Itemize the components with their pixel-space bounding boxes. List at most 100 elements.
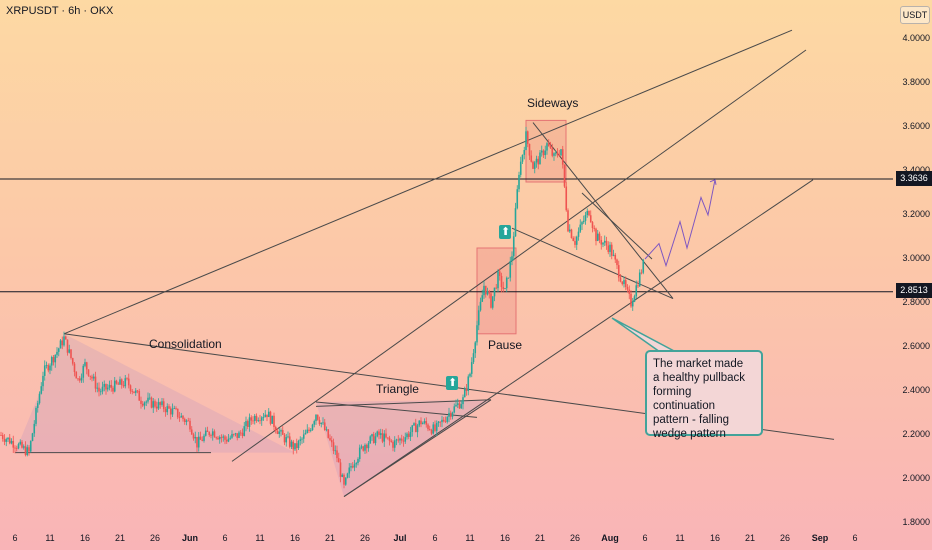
candle-body bbox=[498, 271, 501, 276]
candle-body bbox=[521, 154, 524, 162]
candle-body bbox=[290, 441, 293, 447]
candle-body bbox=[616, 259, 618, 266]
candle-body bbox=[463, 389, 466, 398]
candle-body bbox=[169, 408, 172, 415]
candle-body bbox=[486, 291, 489, 295]
candle-body bbox=[626, 287, 629, 290]
candle-body bbox=[50, 357, 53, 366]
candle-body bbox=[129, 385, 132, 392]
candle-body bbox=[98, 387, 100, 392]
x-tick-label: 21 bbox=[324, 533, 336, 543]
trendline bbox=[511, 227, 674, 300]
candle-body bbox=[372, 434, 375, 444]
candle-body bbox=[287, 436, 289, 438]
candle-body bbox=[21, 441, 23, 448]
candle-body bbox=[369, 436, 372, 444]
candle-body bbox=[514, 208, 517, 237]
x-tick-label: 21 bbox=[534, 533, 546, 543]
candle-body bbox=[406, 433, 408, 438]
trendline bbox=[63, 29, 793, 335]
candle-body bbox=[638, 272, 641, 287]
candle-body bbox=[509, 260, 512, 278]
candle-body bbox=[600, 239, 603, 245]
candle-body bbox=[565, 186, 568, 211]
candle-body bbox=[7, 437, 9, 440]
candle-body bbox=[152, 401, 155, 408]
candle-body bbox=[33, 423, 36, 434]
candle-body bbox=[224, 436, 226, 440]
candle-body bbox=[273, 415, 275, 428]
trendline bbox=[581, 192, 653, 260]
candle-body bbox=[490, 293, 492, 308]
candle-body bbox=[528, 143, 531, 156]
candle-body bbox=[189, 420, 191, 430]
candle-body bbox=[196, 436, 198, 448]
candle-body bbox=[556, 152, 559, 155]
candle-body bbox=[292, 441, 295, 450]
candle-body bbox=[602, 242, 604, 245]
candle-body bbox=[607, 245, 610, 252]
candle-body bbox=[497, 271, 499, 289]
candle-body bbox=[15, 447, 18, 449]
candle-body bbox=[374, 436, 377, 444]
candle-body bbox=[339, 462, 342, 477]
x-tick-label: Jun bbox=[181, 533, 199, 543]
candle-body bbox=[588, 210, 590, 216]
candle-body bbox=[168, 406, 170, 409]
x-tick-label: 16 bbox=[79, 533, 91, 543]
candle-body bbox=[66, 339, 69, 353]
candle-body bbox=[246, 421, 249, 427]
y-tick-label: 2.8000 bbox=[902, 297, 930, 307]
up-arrow-icon: ⬆ bbox=[446, 376, 458, 390]
candle-body bbox=[294, 443, 296, 450]
candle-body bbox=[274, 427, 277, 431]
candle-body bbox=[397, 439, 400, 441]
y-tick-label: 3.8000 bbox=[902, 77, 930, 87]
note-line: forming continuation bbox=[653, 386, 716, 412]
candle-body bbox=[449, 412, 452, 417]
candle-body bbox=[84, 362, 86, 366]
candle-body bbox=[175, 408, 177, 409]
candle-body bbox=[133, 391, 135, 393]
candle-body bbox=[332, 442, 335, 451]
trendline bbox=[343, 179, 814, 498]
candle-body bbox=[101, 386, 104, 392]
candle-body bbox=[236, 433, 239, 438]
candle-body bbox=[574, 240, 576, 245]
candle-body bbox=[259, 420, 261, 422]
trendline bbox=[532, 122, 674, 299]
candle-body bbox=[322, 422, 324, 424]
candle-body bbox=[568, 229, 571, 232]
candle-body bbox=[507, 277, 510, 279]
x-tick-label: 6 bbox=[642, 533, 648, 543]
candle-body bbox=[185, 420, 188, 422]
candle-body bbox=[59, 340, 62, 349]
candle-body bbox=[378, 431, 380, 435]
y-tick-label: 4.0000 bbox=[902, 33, 930, 43]
x-tick-label: 26 bbox=[569, 533, 581, 543]
candle-body bbox=[115, 380, 118, 384]
candle-body bbox=[43, 365, 46, 376]
candle-body bbox=[78, 378, 81, 381]
candle-body bbox=[472, 353, 475, 363]
candle-body bbox=[364, 444, 366, 451]
candle-body bbox=[5, 439, 8, 442]
candle-body bbox=[315, 414, 317, 422]
candle-body bbox=[518, 174, 520, 190]
candle-body bbox=[355, 463, 358, 465]
candle-body bbox=[194, 436, 197, 439]
candle-body bbox=[598, 233, 601, 240]
candle-body bbox=[385, 433, 387, 438]
candle-body bbox=[336, 450, 338, 459]
candle-body bbox=[288, 436, 291, 447]
candle-body bbox=[624, 280, 627, 288]
candle-body bbox=[157, 402, 160, 409]
candle-body bbox=[267, 411, 270, 418]
currency-badge[interactable]: USDT bbox=[900, 6, 930, 24]
candle-body bbox=[344, 477, 347, 485]
candle-body bbox=[70, 349, 72, 359]
candle-body bbox=[549, 146, 552, 149]
candle-body bbox=[348, 467, 351, 474]
candle-body bbox=[612, 254, 615, 256]
candle-body bbox=[308, 429, 310, 431]
